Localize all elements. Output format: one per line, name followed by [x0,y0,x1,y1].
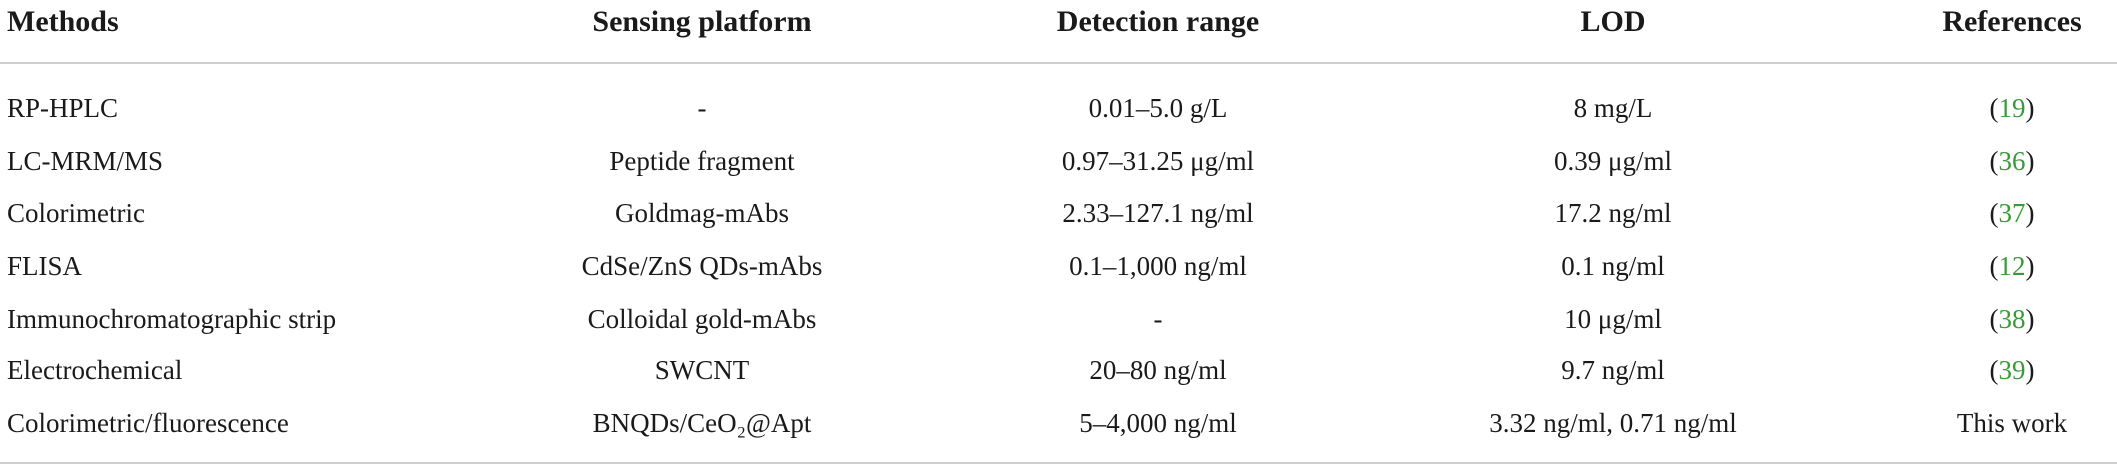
sensing-platform: Goldmag-mAbs [615,198,789,228]
reference: (38) [1989,304,2035,334]
method: Electrochemical [7,355,183,385]
detection-range: 0.1–1,000 ng/ml [1069,251,1247,281]
detection-range: 5–4,000 ng/ml [1079,408,1237,438]
reference: This work [1956,408,2068,438]
reference-link[interactable]: 37 [1998,198,2026,228]
reference-link[interactable]: 19 [1998,93,2026,123]
reference: (36) [1989,146,2035,176]
lod: 0.39 μg/ml [1554,146,1672,176]
detection-range: 0.01–5.0 g/L [1088,93,1228,123]
lod: 17.2 ng/ml [1554,198,1672,228]
reference: (12) [1989,251,2035,281]
method: Immunochromatographic strip [7,304,337,334]
sensing-platform: Peptide fragment [609,146,795,176]
detection-range: 0.97–31.25 μg/ml [1061,146,1255,176]
header-cell: Sensing platform [592,5,812,38]
lod: 8 mg/L [1573,93,1653,123]
reference: (39) [1989,355,2035,385]
lod: 9.7 ng/ml [1561,355,1665,385]
sensing-platform: BNQDs/CeO₂@Apt [592,408,812,438]
sensing-platform: CdSe/ZnS QDs-mAbs [581,251,823,281]
lod: 3.32 ng/ml, 0.71 ng/ml [1489,408,1737,438]
method: Colorimetric [7,198,145,228]
reference-link[interactable]: 12 [1998,251,2026,281]
detection-range: 20–80 ng/ml [1089,355,1227,385]
method: RP-HPLC [7,93,119,123]
sensing-platform: SWCNT [654,355,750,385]
sensing-platform: - [697,93,707,123]
reference: (37) [1989,198,2035,228]
method: FLISA [7,251,83,281]
detection-range: 2.33–127.1 ng/ml [1062,198,1254,228]
method: LC-MRM/MS [7,146,164,176]
header-rule [0,62,2117,64]
header-cell: Methods [7,5,119,38]
lod: 10 μg/ml [1564,304,1662,334]
method: Colorimetric/fluorescence [7,408,289,438]
bottom-rule [0,462,2117,464]
header-cell: References [1942,5,2082,38]
lod: 0.1 ng/ml [1561,251,1665,281]
sensing-platform: Colloidal gold-mAbs [587,304,817,334]
reference-link[interactable]: 39 [1998,355,2026,385]
detection-range: - [1153,304,1163,334]
reference-link[interactable]: 36 [1998,146,2026,176]
reference-link[interactable]: 38 [1998,304,2026,334]
header-cell: LOD [1580,5,1646,38]
header-cell: Detection range [1056,5,1260,38]
reference: (19) [1989,93,2035,123]
